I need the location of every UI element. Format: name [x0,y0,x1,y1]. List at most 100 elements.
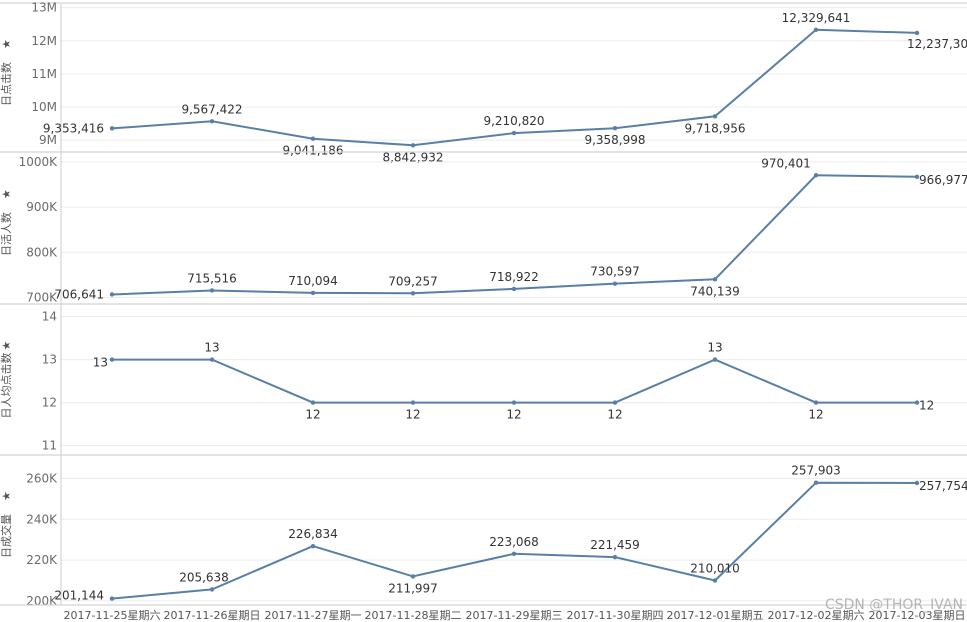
y-axis-label: 日点击数 [0,62,13,106]
data-point [109,126,115,131]
data-point [914,480,920,486]
data-point [310,290,316,296]
panel-2: 1000K 900K 800K 700K 日活人数 ★ 706,641 715,516 710,… [0,152,967,304]
data-point [310,136,316,141]
data-point [209,119,215,124]
pin-icon: ★ [0,491,13,501]
x-tick-label: 2017-12-02星期六 [768,609,865,622]
data-label: 718,922 [489,270,539,284]
data-label: 730,597 [590,265,640,279]
data-point [109,596,115,601]
data-point [109,357,115,362]
data-label: 9,358,998 [584,133,645,147]
data-label: 221,459 [590,538,640,552]
panel-4: 260K 240K 220K 200K 日成交量 ★ 201,144 205,638 226,8… [0,455,967,608]
y-tick-label: 900K [26,200,58,214]
panel-1: 13M 12M 11M 10M 9M 日点击数 ★ 9,353,416 9,567,422 9,0… [0,1,967,164]
data-point [410,574,416,579]
data-point [612,400,618,405]
data-point [511,130,517,136]
data-label: 9,567,422 [181,102,242,116]
data-label: 12 [607,408,622,422]
data-label: 709,257 [388,274,438,288]
y-tick-label: 220K [26,553,58,567]
data-point [813,27,819,33]
y-tick-label: 700K [26,290,58,304]
data-point [612,281,618,286]
y-tick-label: 11 [42,439,57,453]
data-point [310,400,316,405]
data-point [712,114,718,119]
pin-icon: ★ [0,340,13,350]
y-axis-label: 日人均点击数 [0,353,13,419]
data-label: 13 [204,341,219,355]
data-label: 226,834 [288,527,338,541]
data-point [612,125,618,131]
data-point [813,400,819,405]
data-label: 12 [506,408,521,422]
x-tick-label: 2017-11-27星期一 [265,609,362,622]
data-label: 210,010 [690,561,740,575]
y-tick-label: 12M [31,34,57,48]
x-tick-label: 2017-11-25星期六 [64,609,161,622]
data-point [612,554,618,560]
data-point [914,174,920,180]
data-label: 211,997 [388,581,438,595]
series-line [112,358,917,404]
data-point [712,277,718,282]
x-tick-label: 2017-11-26星期日 [164,609,261,622]
x-tick-label: 2017-11-29星期三 [466,609,563,622]
data-label: 12 [405,408,420,422]
y-axis-label: 日活人数 [0,212,13,256]
data-point [410,400,416,405]
data-label: 223,068 [489,535,539,549]
data-point [511,400,517,405]
data-label: 13 [707,341,722,355]
x-tick-label: 2017-11-28星期二 [365,609,462,622]
x-tick-label: 2017-11-30星期四 [567,609,664,622]
y-tick-label: 13M [31,1,57,15]
y-tick-label: 1000K [19,155,59,169]
data-point [712,357,718,362]
x-tick-label: 2017-12-03星期日 [869,609,966,622]
data-label: 12,329,641 [782,11,851,25]
y-tick-label: 10M [31,100,57,114]
data-label: 12 [808,408,823,422]
y-tick-label: 240K [26,512,58,526]
data-point [109,292,115,297]
data-label: 201,144 [54,589,104,603]
y-tick-label: 14 [42,310,57,324]
data-label: 9,718,956 [684,121,745,135]
data-point [813,173,819,178]
panel-3: 14 13 12 11 日人均点击数 ★ 13 13 12 12 12 12 13 12 12 [0,304,967,455]
y-tick-label: 800K [26,245,58,259]
data-label: 9,353,416 [43,121,104,135]
data-label: 13 [93,356,108,370]
data-label: 12 [919,399,934,413]
y-axis-label: 日成交量 [0,514,13,558]
data-label: 970,401 [761,156,811,170]
data-point [209,288,215,293]
data-label: 9,041,186 [282,144,343,158]
data-point [511,286,517,292]
data-label: 740,139 [690,284,740,298]
data-point [209,357,215,362]
y-tick-label: 9M [39,133,57,147]
data-point [712,578,718,583]
data-label: 257,754 [919,479,967,493]
data-label: 257,903 [791,464,841,478]
y-tick-label: 13 [42,353,57,367]
data-point [914,30,920,36]
data-label: 706,641 [54,287,104,301]
data-label: 12,237,300 [907,37,967,51]
data-label: 9,210,820 [483,114,544,128]
data-label: 8,842,932 [382,150,443,164]
y-tick-label: 260K [26,471,58,485]
x-tick-label: 2017-12-01星期五 [667,609,764,622]
data-point [511,551,517,557]
y-tick-label: 200K [26,594,58,608]
pin-icon: ★ [0,39,13,49]
data-label: 715,516 [187,271,237,285]
